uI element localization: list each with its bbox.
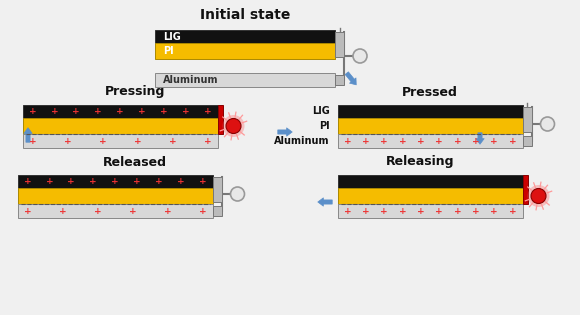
Bar — [338, 204, 523, 218]
Text: +: + — [344, 207, 351, 215]
Text: +: + — [417, 207, 425, 215]
Bar — [155, 30, 335, 43]
Text: PI: PI — [319, 121, 329, 131]
Text: +: + — [28, 107, 37, 116]
Bar — [23, 134, 218, 148]
Text: +: + — [28, 136, 37, 146]
Bar — [338, 118, 523, 134]
Text: +: + — [67, 177, 75, 186]
Text: PI: PI — [163, 46, 173, 56]
Text: LIG: LIG — [312, 106, 329, 117]
Text: +: + — [50, 107, 58, 116]
Bar — [155, 73, 335, 87]
Text: +: + — [46, 177, 53, 186]
Circle shape — [223, 115, 245, 137]
Text: +: + — [89, 177, 97, 186]
Text: +: + — [490, 207, 498, 215]
Text: +: + — [24, 207, 31, 215]
Text: +: + — [436, 136, 443, 146]
Circle shape — [353, 49, 367, 63]
Text: +: + — [133, 136, 142, 146]
Text: +: + — [380, 136, 388, 146]
Bar — [523, 175, 527, 204]
Text: +: + — [138, 107, 146, 116]
Bar — [523, 107, 531, 132]
Text: +: + — [59, 207, 66, 215]
Text: +: + — [72, 107, 80, 116]
Text: +: + — [164, 207, 171, 215]
Text: +: + — [344, 136, 351, 146]
Text: Releasing: Releasing — [386, 156, 454, 169]
Bar — [335, 32, 344, 57]
Text: +: + — [490, 136, 498, 146]
Text: Pressed: Pressed — [402, 85, 458, 99]
Text: +: + — [169, 136, 176, 146]
Text: +: + — [454, 136, 461, 146]
Bar — [338, 188, 523, 204]
Text: +: + — [472, 207, 480, 215]
Text: +: + — [199, 207, 206, 215]
Text: +: + — [182, 107, 190, 116]
Bar — [212, 177, 222, 202]
Text: Pressing: Pressing — [105, 85, 165, 99]
Text: +: + — [64, 136, 71, 146]
Text: +: + — [155, 177, 162, 186]
Text: +: + — [24, 177, 31, 186]
Text: +: + — [417, 136, 425, 146]
Text: +: + — [116, 107, 124, 116]
Circle shape — [541, 117, 554, 131]
Text: +: + — [160, 107, 168, 116]
Bar — [23, 105, 218, 118]
Text: +: + — [133, 177, 141, 186]
Text: +: + — [436, 207, 443, 215]
Text: +: + — [509, 136, 516, 146]
Text: +: + — [454, 207, 461, 215]
Text: +: + — [95, 107, 102, 116]
Circle shape — [230, 187, 245, 201]
Text: LIG: LIG — [163, 32, 181, 42]
Bar — [155, 43, 335, 59]
Bar — [212, 206, 222, 216]
Text: Aluminum: Aluminum — [274, 136, 329, 146]
Circle shape — [527, 185, 549, 207]
Text: +: + — [380, 207, 388, 215]
Bar — [523, 136, 531, 146]
Text: +: + — [362, 207, 369, 215]
Text: +: + — [177, 177, 184, 186]
Text: +: + — [204, 107, 211, 116]
Text: +: + — [204, 136, 211, 146]
Bar — [218, 105, 223, 134]
Bar — [338, 134, 523, 148]
Text: +: + — [362, 136, 369, 146]
Text: Initial state: Initial state — [200, 8, 290, 22]
Text: +: + — [129, 207, 136, 215]
Bar — [17, 188, 212, 204]
Text: +: + — [94, 207, 102, 215]
Text: Aluminum: Aluminum — [163, 75, 219, 85]
Text: +: + — [398, 207, 407, 215]
Text: +: + — [99, 136, 106, 146]
Text: +: + — [398, 136, 407, 146]
Bar — [338, 175, 523, 188]
Bar — [17, 175, 212, 188]
Circle shape — [531, 188, 546, 203]
Bar — [335, 75, 344, 85]
Text: Released: Released — [103, 156, 167, 169]
Text: +: + — [472, 136, 480, 146]
Bar — [17, 204, 212, 218]
Circle shape — [226, 118, 241, 134]
Bar — [338, 105, 523, 118]
Text: +: + — [111, 177, 119, 186]
Text: +: + — [509, 207, 516, 215]
Text: +: + — [199, 177, 206, 186]
Bar — [23, 118, 218, 134]
